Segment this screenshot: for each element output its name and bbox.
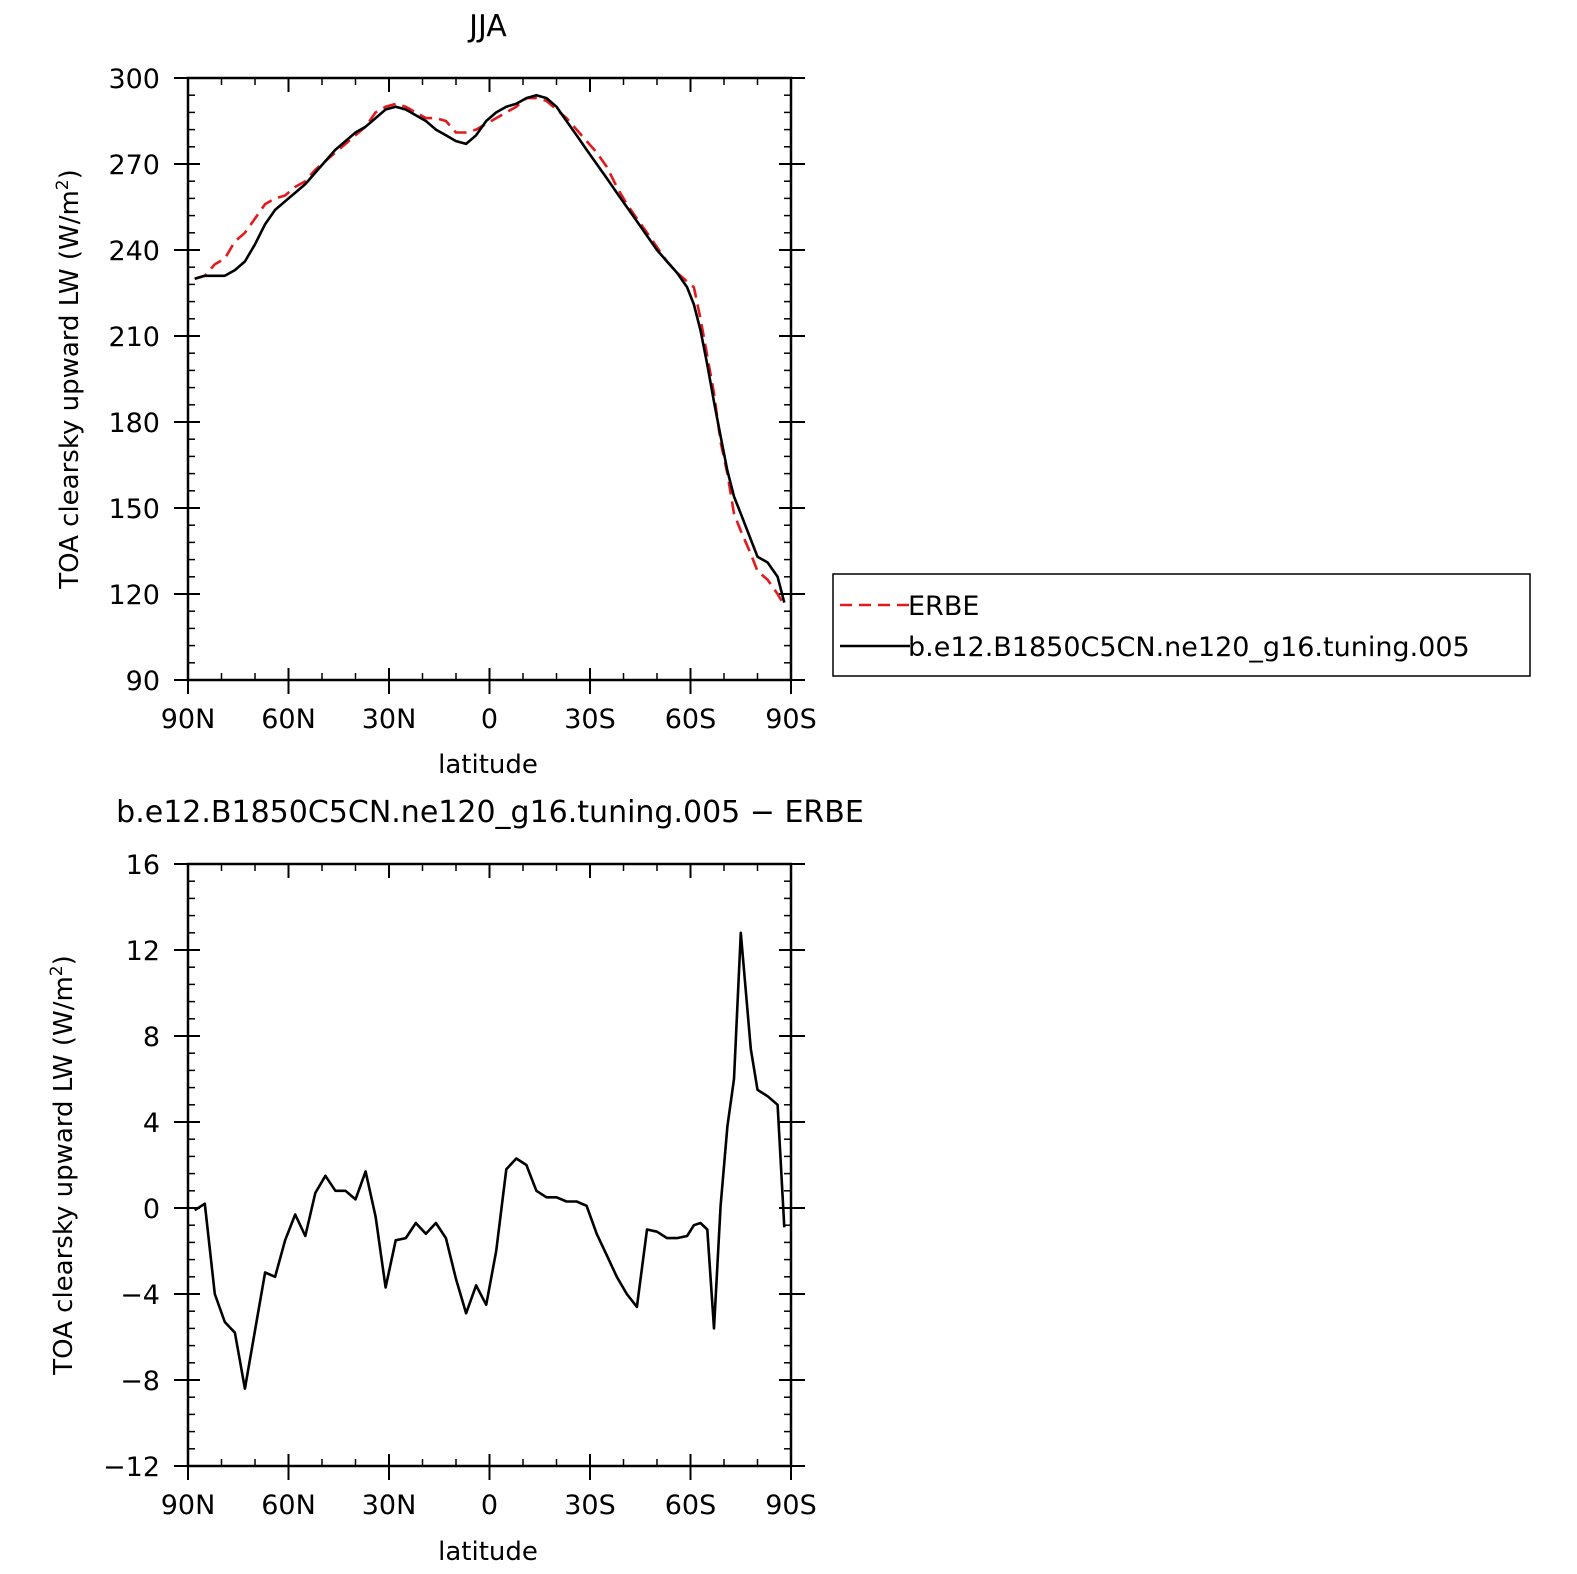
x-tick-label: 30S xyxy=(564,1490,616,1521)
top-y-axis-title: TOA clearsky upward LW (W/m2) xyxy=(53,169,85,590)
x-tick-label: 30N xyxy=(362,704,417,735)
bottom-series xyxy=(193,931,786,1390)
x-tick-label: 90S xyxy=(765,704,817,735)
top-series-line-0 xyxy=(194,96,786,607)
bottom-ticks xyxy=(174,863,805,1480)
y-tick-label: −4 xyxy=(120,1280,160,1311)
x-tick-label: 90S xyxy=(765,1490,817,1521)
y-tick-label: 120 xyxy=(108,580,160,611)
top-chart-title: JJA xyxy=(467,9,507,44)
x-tick-label: 60S xyxy=(665,704,717,735)
bottom-x-axis-title: latitude xyxy=(438,1537,538,1567)
legend-label-model: b.e12.B1850C5CN.ne120_g16.tuning.005 xyxy=(908,632,1470,663)
bottom-plot-frame xyxy=(186,862,793,1468)
top-x-axis-title: latitude xyxy=(438,750,538,780)
legend-box xyxy=(832,573,1531,677)
top-plot-frame xyxy=(186,76,793,682)
y-tick-label: 4 xyxy=(143,1108,160,1139)
y-tick-label: 300 xyxy=(108,64,160,95)
y-tick-label: 90 xyxy=(126,666,160,697)
y-tick-label: 0 xyxy=(143,1194,160,1225)
y-tick-label: 150 xyxy=(108,494,160,525)
top-series-line-1 xyxy=(194,93,786,603)
y-tick-label: 210 xyxy=(108,322,160,353)
x-tick-label: 60N xyxy=(261,704,316,735)
y-tick-label: −12 xyxy=(103,1452,160,1483)
bottom-series-line-0 xyxy=(193,931,786,1390)
y-tick-label: 270 xyxy=(108,150,160,181)
y-tick-label: 16 xyxy=(126,850,160,881)
bottom-chart-title: b.e12.B1850C5CN.ne120_g16.tuning.005 − E… xyxy=(116,795,864,830)
x-tick-label: 60S xyxy=(665,1490,717,1521)
y-tick-label: 240 xyxy=(108,236,160,267)
bottom-tick-labels: 90N 60N 30N 0 30S 60S 90S −12 −8 −4 0 4 8 12 16 xyxy=(103,850,817,1521)
x-tick-label: 0 xyxy=(481,1490,498,1521)
legend: ERBE b.e12.B1850C5CN.ne120_g16.tuning.00… xyxy=(832,573,1531,677)
x-tick-label: 60N xyxy=(261,1490,316,1521)
top-tick-labels: 90N 60N 30N 0 30S 60S 90S 90 120 150 180 210 240 270 3… xyxy=(108,64,816,735)
x-tick-label: 90N xyxy=(161,1490,216,1521)
x-tick-label: 0 xyxy=(481,704,498,735)
bottom-panel: b.e12.B1850C5CN.ne120_g16.tuning.005 − E… xyxy=(47,795,864,1567)
x-tick-label: 30N xyxy=(362,1490,417,1521)
y-tick-label: 12 xyxy=(126,936,160,967)
y-tick-label: 180 xyxy=(108,408,160,439)
y-tick-label: −8 xyxy=(120,1366,160,1397)
top-panel: JJA 90N 60N 30N 0 30S 60S 90S 90 120 150 180 210 240… xyxy=(53,9,1531,780)
x-tick-label: 90N xyxy=(161,704,216,735)
bottom-y-axis-title: TOA clearsky upward LW (W/m2) xyxy=(47,955,79,1376)
top-series xyxy=(194,93,786,607)
x-tick-label: 30S xyxy=(564,704,616,735)
legend-label-erbe: ERBE xyxy=(908,591,979,622)
y-tick-label: 8 xyxy=(143,1022,160,1053)
